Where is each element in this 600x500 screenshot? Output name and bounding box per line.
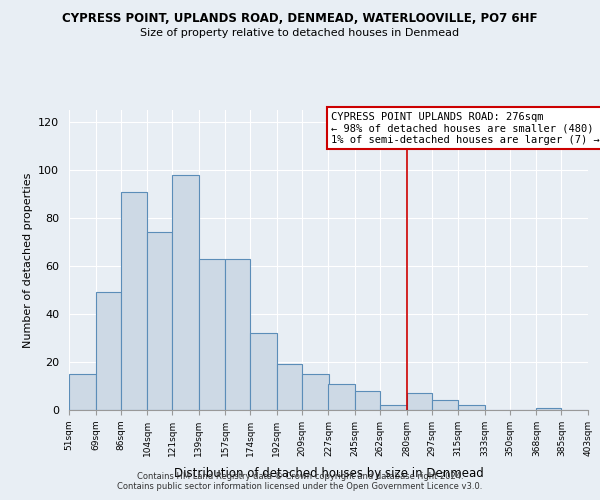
Text: CYPRESS POINT, UPLANDS ROAD, DENMEAD, WATERLOOVILLE, PO7 6HF: CYPRESS POINT, UPLANDS ROAD, DENMEAD, WA…: [62, 12, 538, 26]
X-axis label: Distribution of detached houses by size in Denmead: Distribution of detached houses by size …: [173, 467, 484, 480]
Bar: [302, 374, 329, 410]
Text: Size of property relative to detached houses in Denmead: Size of property relative to detached ho…: [140, 28, 460, 38]
Bar: [407, 393, 432, 410]
Text: Contains public sector information licensed under the Open Government Licence v3: Contains public sector information licen…: [118, 482, 482, 491]
Bar: [380, 405, 407, 410]
Bar: [147, 232, 172, 410]
Bar: [355, 391, 380, 410]
Bar: [69, 374, 95, 410]
Text: CYPRESS POINT UPLANDS ROAD: 276sqm
← 98% of detached houses are smaller (480)
1%: CYPRESS POINT UPLANDS ROAD: 276sqm ← 98%…: [331, 112, 600, 144]
Text: Contains HM Land Registry data © Crown copyright and database right 2024.: Contains HM Land Registry data © Crown c…: [137, 472, 463, 481]
Bar: [458, 405, 485, 410]
Bar: [432, 400, 458, 410]
Bar: [277, 364, 302, 410]
Bar: [225, 259, 250, 410]
Bar: [250, 333, 277, 410]
Bar: [121, 192, 147, 410]
Bar: [329, 384, 355, 410]
Bar: [172, 175, 199, 410]
Y-axis label: Number of detached properties: Number of detached properties: [23, 172, 32, 348]
Bar: [95, 292, 121, 410]
Bar: [536, 408, 562, 410]
Bar: [199, 259, 225, 410]
